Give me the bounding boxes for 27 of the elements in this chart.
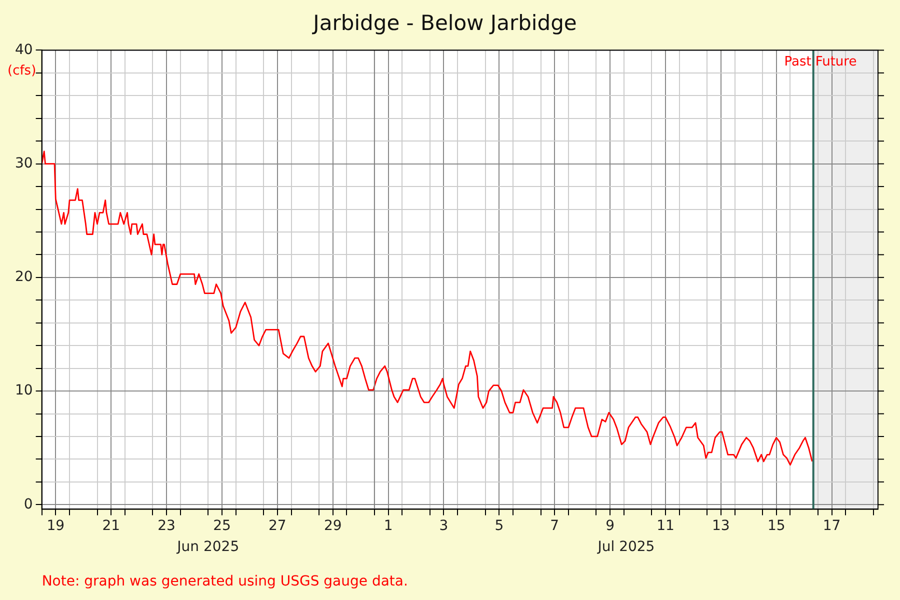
text: Jul 2025 [596,538,655,555]
x-tick-label: 27 [268,518,286,534]
x-tick-label: 11 [656,518,674,534]
y-tick-label: 0 [24,496,33,512]
x-tick-label: 25 [213,518,231,534]
y-tick-label: 40 [14,42,33,58]
x-tick-label: 5 [494,518,504,534]
x-tick-label: 17 [822,518,841,534]
text: Jun 2025 [176,538,240,555]
chart-title: Jarbidge - Below Jarbidge [311,11,577,36]
y-tick-label: 20 [14,269,33,286]
x-tick-label: 21 [102,518,120,534]
x-tick-label: 9 [606,518,615,534]
x-tick-label: 3 [439,518,448,534]
x-tick-label: 19 [46,518,65,534]
x-tick-label: 15 [767,518,786,534]
band-label: Future [815,54,857,70]
x-tick-label: 7 [550,518,560,534]
text: Note: graph was generated using USGS gauge data. [42,574,408,590]
y-tick-label: 30 [14,155,33,172]
x-tick-label: 23 [158,518,176,534]
x-tick-label: 29 [324,518,342,534]
x-tick-label: 1 [384,518,393,534]
y-tick-label: 10 [14,382,33,399]
x-tick-label: 13 [712,518,730,534]
ref-line-label: Past [784,54,812,70]
y-axis-title: (cfs) [7,64,36,79]
